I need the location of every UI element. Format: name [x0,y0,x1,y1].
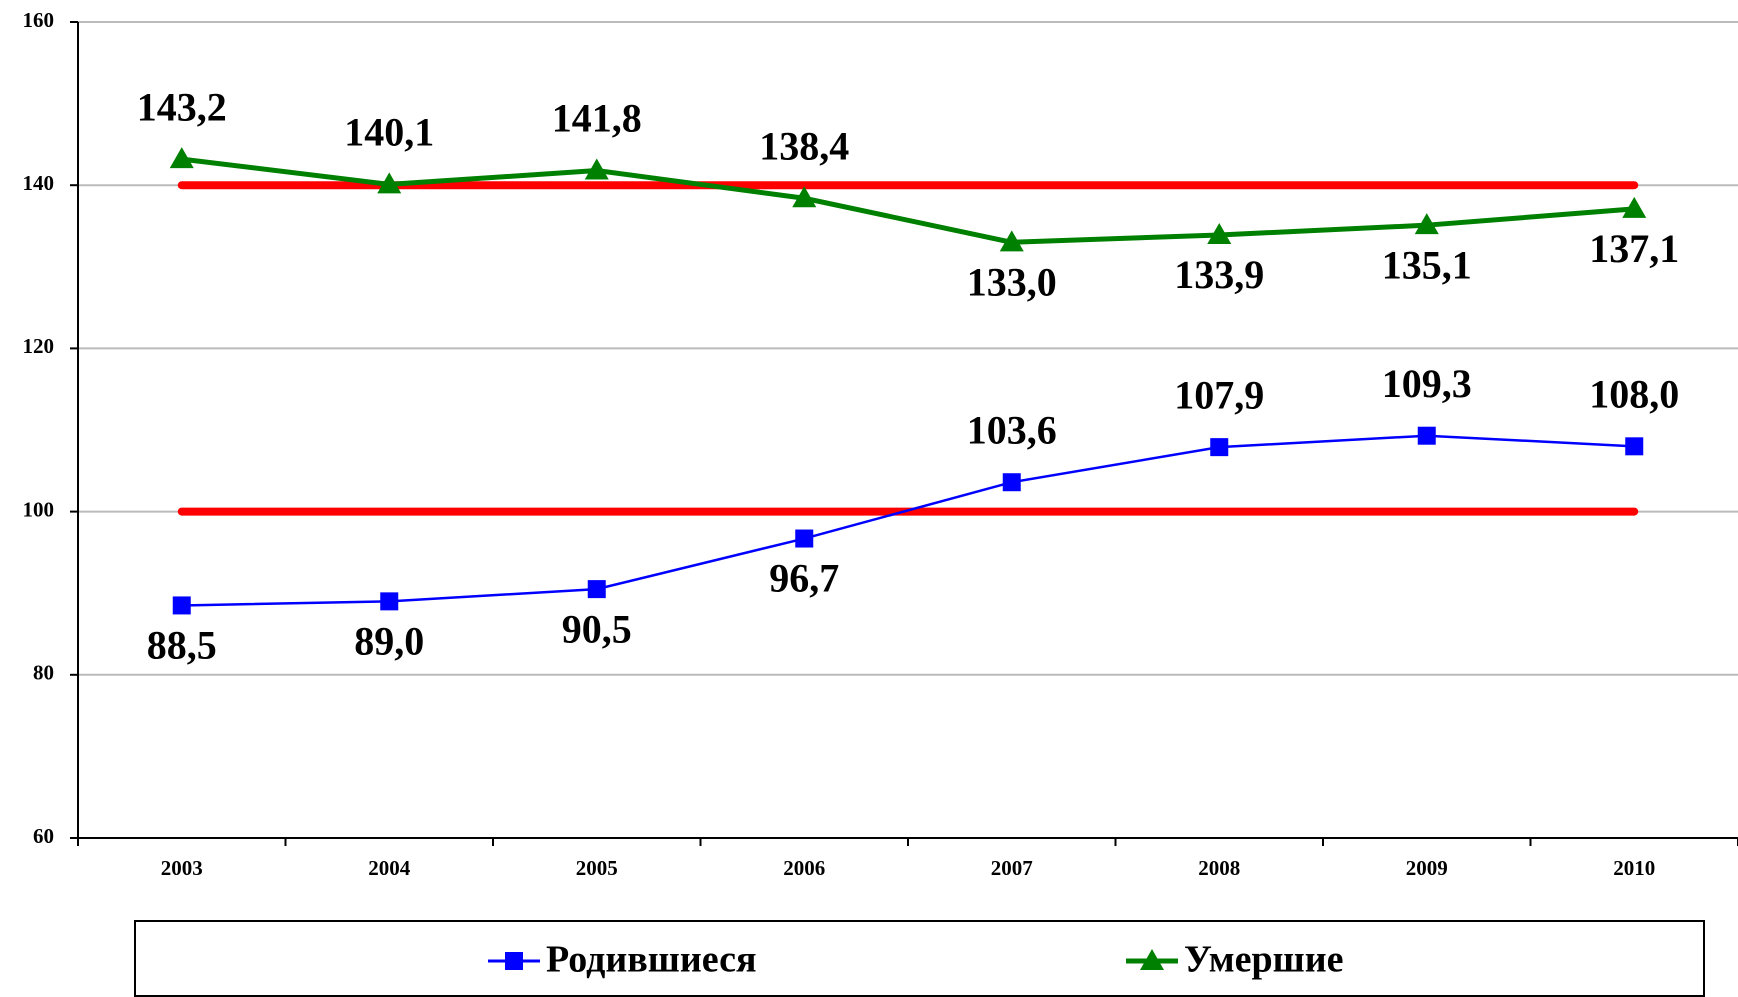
marker [505,952,523,970]
y-tick-label: 140 [23,171,55,195]
y-tick-label: 100 [23,497,55,521]
x-tick-label: 2007 [991,856,1033,880]
y-tick-label: 120 [23,334,55,358]
marker [1002,473,1021,492]
series-line [181,156,1635,245]
value-label: 103,6 [967,407,1057,452]
value-label: 90,5 [562,606,632,651]
series-line [181,434,1635,607]
value-label: 133,9 [1174,252,1264,297]
marker [792,186,817,208]
x-tick-label: 2009 [1406,856,1448,880]
marker [1207,222,1232,244]
value-label: 135,1 [1382,242,1472,287]
marker [1140,949,1164,970]
y-tick-label: 160 [23,8,55,32]
value-label: 143,2 [137,84,227,129]
value-label: 137,1 [1589,226,1679,271]
value-label: 89,0 [354,619,424,664]
x-tick-label: 2008 [1198,856,1240,880]
marker [795,529,814,548]
legend-label: Родившиеся [546,939,757,981]
marker [1210,438,1229,457]
marker [169,147,194,169]
value-label: 88,5 [147,623,217,668]
marker [587,580,606,599]
x-tick-label: 2004 [368,856,411,880]
value-label: 109,3 [1382,361,1472,406]
marker [584,158,609,180]
value-label: 108,0 [1589,371,1679,416]
x-tick-label: 2003 [161,856,203,880]
y-tick-label: 60 [33,824,54,848]
value-label: 107,9 [1174,372,1264,417]
x-tick-label: 2006 [783,856,825,880]
x-tick-label: 2005 [576,856,618,880]
x-tick-label: 2010 [1613,856,1655,880]
marker [1625,437,1644,456]
marker [377,172,402,194]
y-tick-label: 80 [33,661,54,685]
marker [380,592,399,611]
value-label: 133,0 [967,259,1057,304]
legend-label: Умершие [1184,939,1344,981]
value-label: 141,8 [552,96,642,141]
legend-box [134,920,1705,997]
marker [999,230,1024,252]
marker [1414,213,1439,235]
marker [172,596,191,615]
marker [1417,426,1436,445]
value-label: 96,7 [769,556,839,601]
value-label: 138,4 [759,123,849,168]
value-label: 140,1 [344,110,434,155]
marker [1622,196,1647,218]
